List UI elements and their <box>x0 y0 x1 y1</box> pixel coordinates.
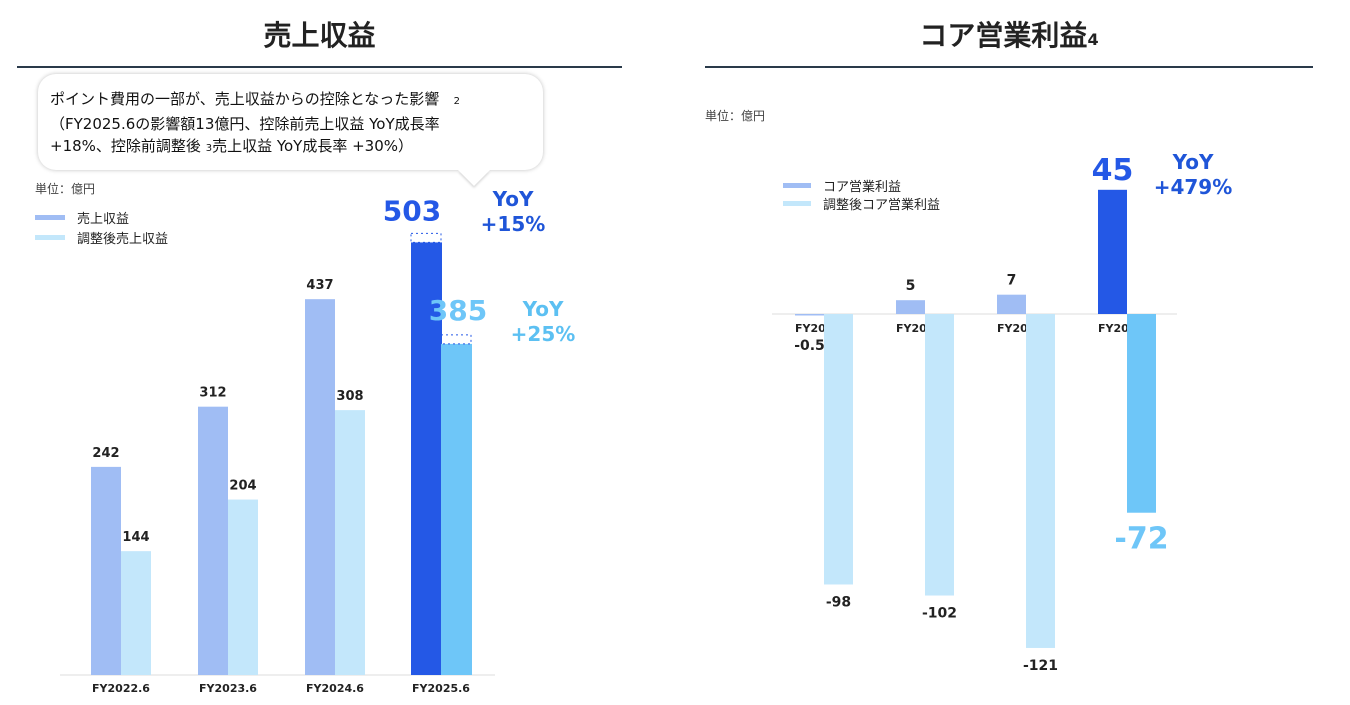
bar-revenue <box>305 299 335 675</box>
callout-line: ポイント費用の一部が、売上収益からの控除となった影響 <box>50 90 440 108</box>
left-chart-title: 売上収益 <box>263 19 376 52</box>
bar-adjusted-core-profit <box>1127 314 1156 513</box>
data-label: -72 <box>1114 522 1168 557</box>
data-label: 7 <box>1007 273 1017 289</box>
bar-revenue <box>411 242 442 676</box>
deduction-marker <box>410 232 442 243</box>
yoy-label: YoY <box>1172 150 1214 174</box>
legend-label: 調整後コア営業利益 <box>823 198 941 213</box>
bar-adjusted-revenue <box>121 551 151 675</box>
legend-label: 売上収益 <box>77 212 130 227</box>
bar-core-profit <box>997 294 1026 314</box>
data-label: 503 <box>383 194 441 227</box>
bar-core-profit <box>1098 189 1127 314</box>
callout-line: （FY2025.6の影響額13億円、控除前売上収益 YoY成長率 <box>50 115 440 133</box>
right-unit: 単位：億円 <box>705 109 766 123</box>
right-title-rule <box>705 66 1313 68</box>
yoy-core-profit: YoY +479% <box>1148 150 1238 200</box>
legend-item: 売上収益 <box>35 208 129 227</box>
legend-label: コア営業利益 <box>823 180 902 195</box>
yoy-label: YoY <box>492 187 534 211</box>
legend-item: コア営業利益 <box>783 176 901 195</box>
yoy-value: +15% <box>480 212 546 236</box>
yoy-revenue: YoY +15% <box>478 187 548 237</box>
bar-adjusted-core-profit <box>925 314 954 596</box>
bar-adjusted-revenue <box>441 343 472 675</box>
bar-adjusted-core-profit <box>1026 314 1055 648</box>
deduction-marker <box>440 334 472 345</box>
legend-swatch <box>35 235 65 240</box>
bar-core-profit <box>896 300 925 314</box>
data-label: 5 <box>906 278 916 294</box>
right-title-footnote: 4 <box>1087 30 1099 49</box>
category-label: FY2023.6 <box>199 682 257 695</box>
callout-line: +18%、控除前調整後 <box>50 137 206 155</box>
data-label: 312 <box>199 386 226 401</box>
left-title-rule <box>17 66 622 68</box>
legend-label: 調整後売上収益 <box>77 232 169 247</box>
right-title-text: コア営業利益 <box>919 19 1088 52</box>
category-label: FY2022.6 <box>92 682 150 695</box>
category-label: FY2025.6 <box>412 682 470 695</box>
bar-revenue <box>198 406 228 675</box>
footnote-marker: 2 <box>453 96 460 107</box>
right-chart-title: コア営業利益4 <box>705 14 1313 54</box>
data-label: -121 <box>1023 658 1058 674</box>
data-label: -0.5 <box>794 338 825 354</box>
callout-line: 売上収益 YoY成長率 +30%） <box>212 137 414 155</box>
legend-item: 調整後売上収益 <box>35 228 168 247</box>
data-label: -102 <box>922 606 957 622</box>
yoy-value: +479% <box>1153 175 1233 199</box>
footnote-marker: 3 <box>205 143 213 154</box>
bar-adjusted-revenue <box>335 410 365 675</box>
yoy-adjusted-revenue: YoY +25% <box>508 297 578 347</box>
data-label: 242 <box>92 446 119 461</box>
bar-core-profit <box>795 314 824 316</box>
bar-adjusted-core-profit <box>824 314 853 585</box>
data-label: -98 <box>826 594 851 610</box>
legend-swatch <box>35 215 65 220</box>
yoy-label: YoY <box>522 297 564 321</box>
bar-revenue <box>91 466 121 675</box>
data-label: 144 <box>122 530 149 545</box>
category-label: FY2024.6 <box>306 682 364 695</box>
data-label: 204 <box>229 479 256 494</box>
yoy-value: +25% <box>510 322 576 346</box>
data-label: 45 <box>1092 153 1134 188</box>
legend-swatch <box>783 201 811 206</box>
legend-swatch <box>783 183 811 188</box>
legend-item: 調整後コア営業利益 <box>783 194 940 213</box>
callout-note: ポイント費用の一部が、売上収益からの控除となった影響 2 （FY2025.6の影… <box>38 74 543 170</box>
data-label: 308 <box>336 389 363 404</box>
data-label: 437 <box>306 278 333 293</box>
data-label: 385 <box>429 294 487 327</box>
left-unit: 単位：億円 <box>35 182 96 196</box>
bar-adjusted-revenue <box>228 499 258 675</box>
